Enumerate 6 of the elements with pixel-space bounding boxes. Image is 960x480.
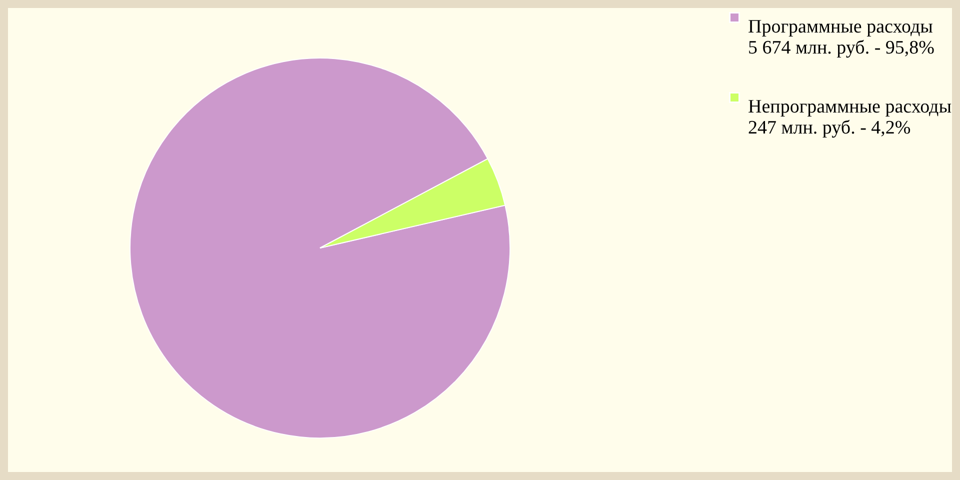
data-label: 5 674 млн. руб. - 95,8% xyxy=(748,38,935,58)
data-label: 247 млн. руб. - 4,2% xyxy=(748,118,911,138)
pie-slice xyxy=(130,58,510,438)
legend-label: Программные расходы xyxy=(748,16,934,38)
legend-label: Непрограммные расходы xyxy=(748,96,952,118)
pie-slice xyxy=(320,158,506,248)
